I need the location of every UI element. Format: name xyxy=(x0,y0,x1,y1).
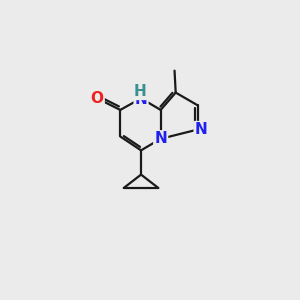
Text: O: O xyxy=(91,91,104,106)
Text: H: H xyxy=(134,84,146,99)
Text: N: N xyxy=(135,92,147,107)
Text: N: N xyxy=(195,122,208,137)
Text: N: N xyxy=(154,131,167,146)
